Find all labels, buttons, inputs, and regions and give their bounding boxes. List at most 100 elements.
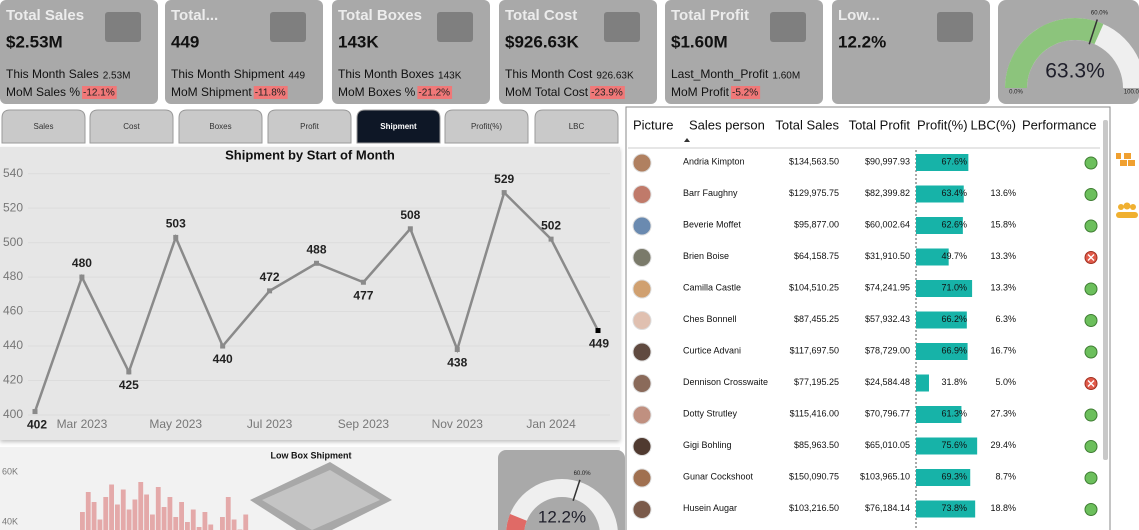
cell-lbc: 18.8% [990,503,1016,513]
cell-profit-pct: 67.6% [941,156,967,166]
kpi-value: 449 [171,32,199,51]
line-marker [407,226,413,232]
performance-good [1084,408,1098,422]
profit-bar [916,343,968,360]
avatar [632,374,652,393]
cell-lbc: 16.7% [990,345,1016,355]
table-header[interactable]: Picture [633,117,673,132]
tab-label[interactable]: Boxes [209,122,231,131]
table-header[interactable]: Total Sales [775,117,839,132]
cell-sales: $150,090.75 [789,471,839,481]
kpi-sub-value: 449 [288,71,305,82]
tab[interactable] [444,109,529,144]
tab-label[interactable]: Sales [33,122,53,131]
gauge-target-label: 60.0% [1091,10,1109,16]
tab[interactable] [89,109,174,144]
avatar [632,185,652,204]
performance-bad-x [1087,380,1095,387]
line-marker [32,409,38,415]
cell-profit: $78,729.00 [865,345,910,355]
kpi-sub-value: 2.53M [103,71,131,82]
kpi-value: $2.53M [6,32,63,51]
tab-label[interactable]: Shipment [380,122,417,131]
kpi-value: $1.60M [671,32,728,51]
tab-label[interactable]: Cost [123,122,140,131]
data-label: 508 [400,208,420,222]
performance-good [1084,188,1098,201]
profit-bar [916,500,976,518]
table-header[interactable]: Profit(%) [917,117,968,132]
kpi-mom-label: MoM Boxes % [338,85,416,99]
bar [97,519,103,530]
cell-sales: $117,697.50 [790,345,839,355]
gauge-value-label: 63.3% [1045,60,1105,83]
bar [231,519,237,530]
kpi-mom-label: MoM Shipment [171,85,252,99]
kpi-value: 12.2% [838,32,886,51]
cell-profit-pct: 73.8% [941,503,967,513]
side-icon[interactable] [1116,153,1135,166]
bar [185,522,190,530]
cell-profit-pct: 71.0% [941,282,967,292]
cell-sales: $64,158.75 [794,251,839,261]
cell-sales: $87,455.25 [794,314,839,324]
cell-name: Ches Bonnell [683,314,737,324]
y-tick-label: 520 [3,200,23,214]
cell-name: Gunar Cockshoot [683,471,754,481]
line-chart-panel [0,147,620,440]
cell-name: Husein Augar [683,503,737,513]
table-header[interactable]: LBC(%) [970,117,1016,132]
gauge-max-label: 100.0% [1124,90,1139,96]
cell-profit-pct: 69.3% [941,471,967,481]
cell-name: Andria Kimpton [683,156,745,166]
tab-label[interactable]: Profit [300,122,319,131]
gauge-value-label: 12.2% [538,507,586,526]
tab[interactable] [534,109,619,144]
tab[interactable] [1,109,86,144]
kpi-title: Total... [171,7,218,24]
cell-sales: $95,877.00 [794,219,839,229]
kpi-value: 143K [338,32,379,51]
bar [225,497,231,530]
kpi-title: Total Boxes [338,7,422,24]
y-tick-label: 480 [3,269,23,283]
bar [115,504,120,530]
profit-bar [916,185,964,203]
table-header[interactable]: Sales person [689,117,765,132]
y-tick-label: 420 [3,373,23,387]
side-icon[interactable] [1116,202,1138,219]
cell-profit: $82,399.82 [865,188,910,198]
y-tick-label: 540 [3,166,23,180]
scrollbar[interactable] [1103,120,1108,460]
y-tick-label: 60K [2,466,18,476]
table-header[interactable]: Performance [1022,117,1096,132]
avatar [632,248,652,267]
kpi-title: Total Profit [671,7,749,24]
kpi-mom-label: MoM Total Cost [505,85,589,99]
line-marker [595,328,601,334]
cell-lbc: 27.3% [990,408,1016,418]
tab-label[interactable]: Profit(%) [471,122,502,131]
kpi-icon [770,12,806,42]
cell-name: Dotty Strutley [683,408,738,418]
cell-sales: $85,963.50 [794,440,839,450]
tab[interactable] [356,109,441,144]
kpi-mom-value: -11.8% [255,88,286,99]
performance-bad-x [1087,254,1095,261]
x-tick-label: Sep 2023 [338,417,390,431]
cell-sales: $115,416.00 [790,408,839,418]
bar-group [80,482,249,530]
performance-good [1084,314,1098,327]
data-label: 480 [72,256,92,270]
bar [161,507,167,530]
avatar [632,500,652,519]
tab[interactable] [267,109,352,144]
bar [220,517,225,530]
data-label: 502 [541,218,561,232]
tab-label[interactable]: LBC [569,122,585,131]
performance-good [1084,471,1098,485]
kpi-title: Low... [838,7,880,24]
tab[interactable] [178,109,263,144]
kpi-mom-label: MoM Profit [671,85,730,99]
table-header[interactable]: Total Profit [849,117,911,132]
